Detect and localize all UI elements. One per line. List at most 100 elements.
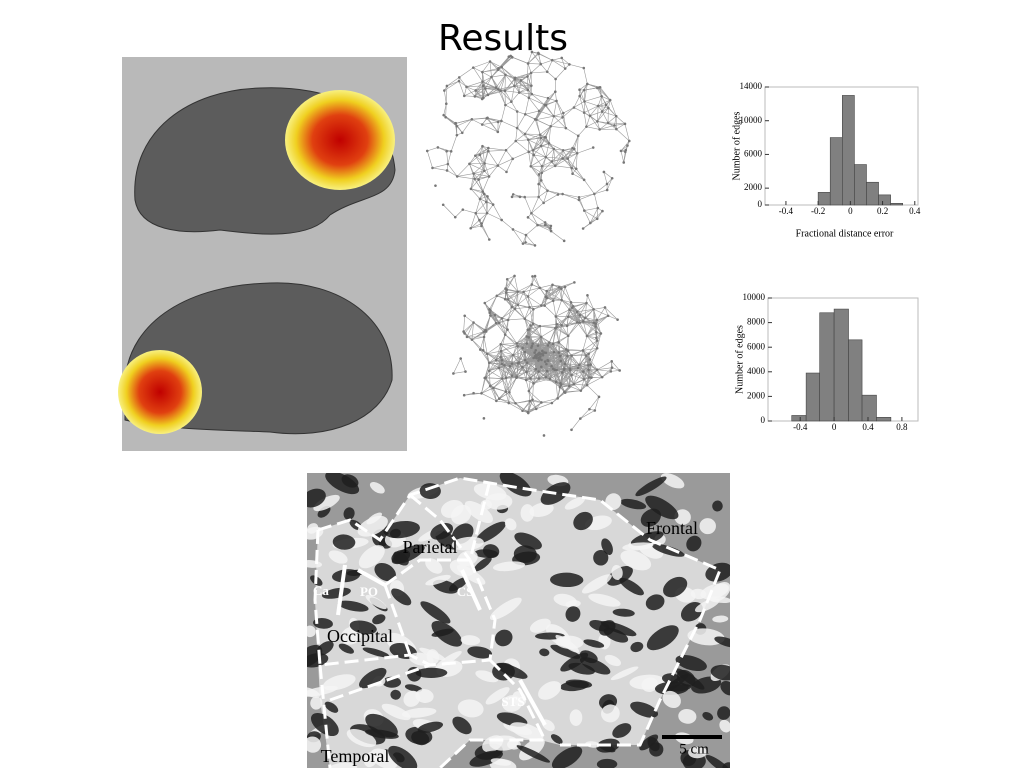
mesh-edge <box>539 110 554 117</box>
mesh-node <box>591 146 595 149</box>
mesh-edge <box>473 322 486 332</box>
region-label: Temporal <box>321 746 390 766</box>
mesh-node <box>470 338 474 341</box>
mesh-node <box>575 151 579 155</box>
mesh-node <box>600 95 603 98</box>
mesh-node <box>472 172 475 175</box>
mesh-edge <box>500 74 506 91</box>
mesh-node <box>563 390 566 394</box>
mesh-edge <box>517 304 534 310</box>
mesh-node <box>566 334 570 338</box>
mesh-node <box>546 358 549 362</box>
texture <box>307 685 338 697</box>
mesh-node <box>488 361 491 365</box>
mesh-node <box>516 303 520 307</box>
mesh-node <box>561 192 564 196</box>
mesh-node <box>587 352 590 356</box>
mesh-edge <box>528 337 539 346</box>
mesh-node <box>539 144 543 148</box>
bar <box>817 192 831 206</box>
mesh-node <box>575 310 579 314</box>
mesh-edge <box>589 115 598 122</box>
mesh-edge <box>589 359 598 370</box>
texture <box>674 509 691 525</box>
mesh-node <box>539 304 543 307</box>
mesh-node <box>486 93 490 97</box>
mesh-edge <box>539 126 551 135</box>
mesh-edge <box>597 111 603 122</box>
mesh-edge <box>562 193 579 201</box>
mesh-edge <box>551 365 565 369</box>
mesh-edge <box>470 219 480 229</box>
mesh-edge <box>524 351 535 353</box>
mesh-edge <box>511 363 527 373</box>
mesh-node <box>546 344 550 347</box>
mesh-node <box>582 377 586 381</box>
mesh-edge <box>565 127 579 137</box>
mesh-edge <box>488 370 491 387</box>
mesh-edge <box>546 60 553 72</box>
mesh-edge <box>586 126 600 130</box>
mesh-edge <box>556 316 569 325</box>
mesh-edge <box>567 147 573 159</box>
mesh-edge <box>590 210 603 224</box>
mesh-edge <box>505 74 515 87</box>
mesh-edge <box>539 134 542 146</box>
mesh-edge <box>603 171 608 185</box>
mesh-edge <box>577 147 594 154</box>
mesh-node <box>595 339 599 342</box>
mesh-node <box>572 382 576 386</box>
mesh-edge <box>586 332 597 337</box>
mesh-node <box>549 229 553 233</box>
mesh-node <box>550 160 554 163</box>
texture <box>630 701 659 718</box>
mesh-edge <box>560 368 565 385</box>
mesh-edge <box>553 115 563 118</box>
texture <box>714 636 730 648</box>
mesh-edge <box>597 361 612 370</box>
mesh-node <box>560 371 564 374</box>
mesh-edge <box>488 147 507 151</box>
mesh-edge <box>533 149 546 158</box>
mesh-edge <box>516 114 526 129</box>
mesh-node <box>524 241 527 244</box>
mesh-edge <box>479 154 485 171</box>
texture <box>710 664 730 681</box>
mesh-edge <box>492 204 502 221</box>
mesh-edge <box>527 296 530 308</box>
mesh-edge <box>511 363 523 368</box>
mesh-node <box>473 95 477 98</box>
mesh-edge <box>501 365 505 379</box>
mesh-edge <box>504 354 514 366</box>
mesh-edge <box>491 74 506 78</box>
mesh-edge <box>596 307 606 321</box>
texture <box>588 593 621 607</box>
mesh-node <box>569 301 573 304</box>
texture <box>494 629 513 647</box>
mesh-edge <box>599 125 615 130</box>
mesh-edge <box>573 135 579 149</box>
mesh-node <box>465 85 468 89</box>
mesh-edge <box>507 329 518 344</box>
mesh-edge <box>500 343 517 352</box>
mesh-node <box>481 349 485 352</box>
mesh-node <box>610 360 614 363</box>
mesh-node <box>563 285 567 289</box>
texture <box>550 572 584 588</box>
texture <box>325 473 360 495</box>
mesh-edge <box>597 105 599 122</box>
mesh-edge <box>556 369 572 376</box>
mesh-edge <box>528 323 534 338</box>
sulcus <box>336 564 347 616</box>
mesh-edge <box>516 336 527 344</box>
mesh-node <box>445 149 448 153</box>
mesh-edge <box>524 97 530 115</box>
mesh-edge <box>453 358 461 374</box>
y-axis-label: Number of edges <box>734 325 745 394</box>
mesh-edge <box>562 107 575 118</box>
mesh-edge <box>526 379 534 384</box>
mesh-node <box>586 82 589 86</box>
mesh-node <box>596 104 600 108</box>
mesh-edge <box>544 297 548 306</box>
mesh-edge <box>505 291 519 300</box>
